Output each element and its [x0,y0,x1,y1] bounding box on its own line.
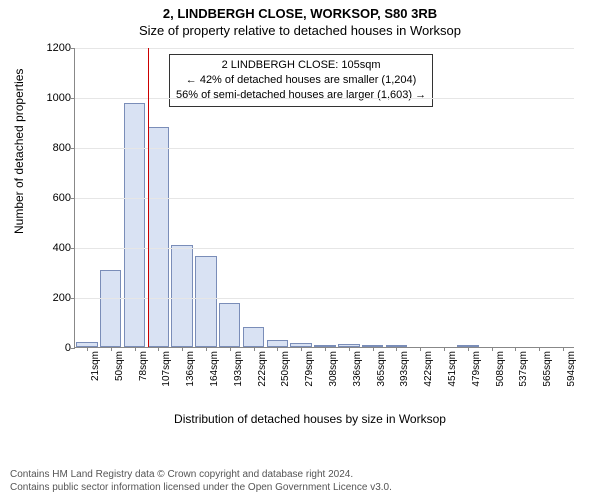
x-tick-mark [230,347,231,351]
x-tick-label: 136sqm [185,351,196,387]
chart-area: Number of detached properties 2 LINDBERG… [30,44,590,424]
x-tick-label: 422sqm [423,351,434,387]
x-tick-mark [87,347,88,351]
footer: Contains HM Land Registry data © Crown c… [10,468,392,494]
x-tick-mark [206,347,207,351]
x-tick-label: 222sqm [257,351,268,387]
x-tick-label: 537sqm [518,351,529,387]
x-tick-label: 508sqm [495,351,506,387]
gridline [75,148,574,149]
bar [267,340,288,348]
x-tick-label: 308sqm [328,351,339,387]
x-tick-mark [349,347,350,351]
bar [124,103,145,347]
x-tick-mark [492,347,493,351]
footer-line-2: Contains public sector information licen… [10,481,392,494]
gridline [75,48,574,49]
gridline [75,248,574,249]
x-tick-label: 164sqm [209,351,220,387]
gridline [75,198,574,199]
x-tick-mark [468,347,469,351]
y-tick-mark [71,298,75,299]
x-tick-mark [325,347,326,351]
x-tick-label: 21sqm [90,351,101,381]
x-tick-mark [563,347,564,351]
x-tick-mark [539,347,540,351]
chart-container: 2, LINDBERGH CLOSE, WORKSOP, S80 3RB Siz… [0,0,600,500]
x-tick-label: 594sqm [566,351,577,387]
y-axis-label: Number of detached properties [12,69,26,234]
x-tick-mark [158,347,159,351]
marker-line [148,48,149,347]
info-line-2: ← 42% of detached houses are smaller (1,… [176,73,426,88]
x-tick-mark [277,347,278,351]
x-tick-label: 451sqm [447,351,458,387]
bar [148,127,169,347]
x-tick-mark [111,347,112,351]
y-tick-mark [71,198,75,199]
x-tick-mark [444,347,445,351]
x-tick-mark [135,347,136,351]
x-tick-label: 279sqm [304,351,315,387]
info-line-1: 2 LINDBERGH CLOSE: 105sqm [176,58,426,73]
x-tick-mark [396,347,397,351]
y-tick-mark [71,348,75,349]
x-tick-label: 250sqm [280,351,291,387]
x-tick-label: 78sqm [138,351,149,381]
x-tick-mark [515,347,516,351]
x-tick-mark [182,347,183,351]
y-tick-mark [71,48,75,49]
page-title: 2, LINDBERGH CLOSE, WORKSOP, S80 3RB [0,0,600,21]
x-tick-mark [373,347,374,351]
x-tick-label: 50sqm [114,351,125,381]
bar [100,270,121,348]
x-tick-label: 107sqm [161,351,172,387]
x-axis-label: Distribution of detached houses by size … [30,412,590,426]
x-tick-label: 365sqm [376,351,387,387]
page-subtitle: Size of property relative to detached ho… [0,23,600,38]
plot-area: 2 LINDBERGH CLOSE: 105sqm ← 42% of detac… [74,48,574,348]
x-tick-label: 479sqm [471,351,482,387]
x-tick-label: 193sqm [233,351,244,387]
x-tick-label: 393sqm [399,351,410,387]
y-tick-mark [71,98,75,99]
x-tick-label: 336sqm [352,351,363,387]
y-tick-mark [71,148,75,149]
footer-line-1: Contains HM Land Registry data © Crown c… [10,468,392,481]
info-line-3: 56% of semi-detached houses are larger (… [176,88,426,103]
bar [171,245,192,348]
x-tick-mark [420,347,421,351]
bar [243,327,264,347]
x-tick-mark [301,347,302,351]
x-tick-mark [254,347,255,351]
gridline [75,98,574,99]
bar [195,256,216,347]
y-tick-mark [71,248,75,249]
gridline [75,298,574,299]
x-tick-label: 565sqm [542,351,553,387]
bar [219,303,240,347]
